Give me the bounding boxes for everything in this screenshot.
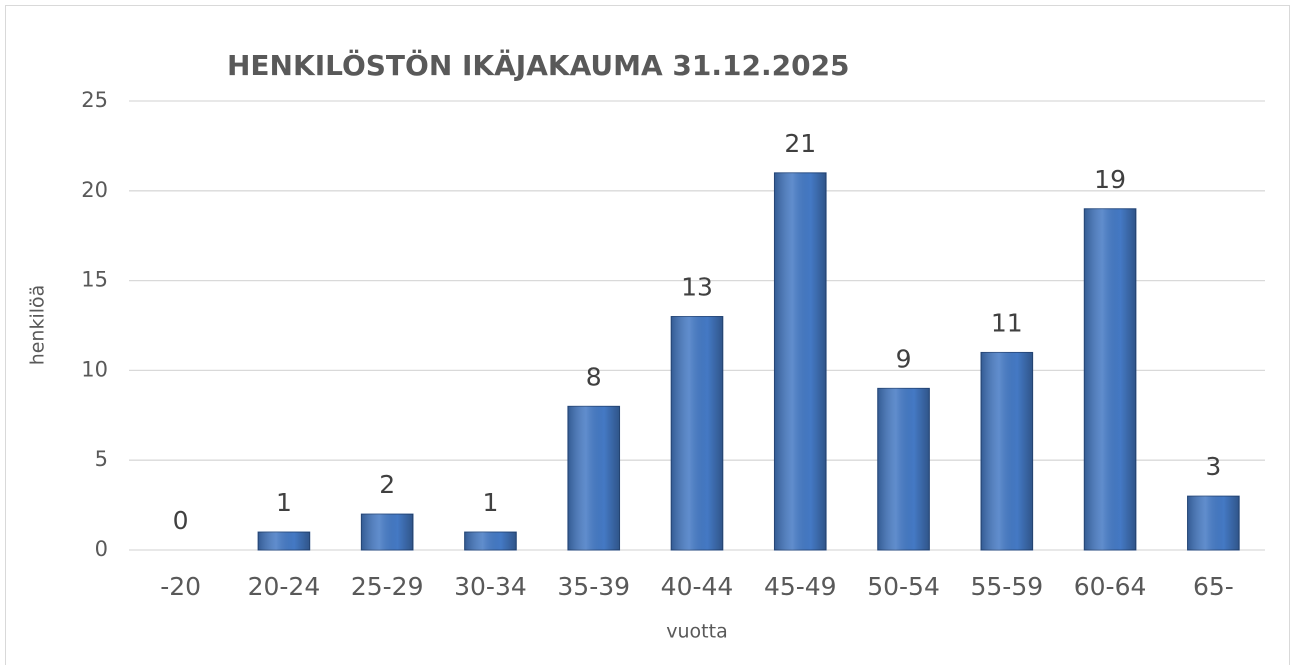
value-label: 13: [681, 273, 713, 302]
y-tick-label: 15: [81, 268, 108, 292]
x-tick-label: 60-64: [1074, 572, 1147, 601]
bar: [877, 387, 930, 551]
x-tick-label: 55-59: [970, 572, 1043, 601]
chart-border: [5, 5, 1290, 665]
chart-title: HENKILÖSTÖN IKÄJAKAUMA 31.12.2025: [227, 48, 850, 82]
bar: [980, 351, 1034, 551]
x-tick-label: 65-: [1193, 572, 1234, 601]
x-axis-label: vuotta: [666, 621, 727, 643]
bar: [567, 405, 621, 551]
x-tick-label: 40-44: [661, 572, 734, 601]
y-tick-label: 10: [81, 357, 108, 381]
value-label: 2: [379, 470, 395, 499]
bar: [1187, 495, 1240, 551]
x-tick-label: 30-34: [454, 572, 527, 601]
y-tick-label: 0: [95, 537, 108, 561]
bar: [670, 316, 724, 551]
value-label: 19: [1094, 165, 1126, 194]
value-label: 1: [276, 488, 292, 517]
x-tick-label: 25-29: [351, 572, 424, 601]
bar: [1083, 208, 1137, 551]
x-tick-label: 20-24: [248, 572, 321, 601]
bar: [464, 531, 517, 551]
value-label: 21: [784, 129, 816, 158]
value-label: 3: [1205, 452, 1221, 481]
x-tick-label: -20: [160, 572, 201, 601]
value-label: 0: [173, 506, 189, 535]
bar: [360, 513, 414, 551]
y-tick-label: 5: [95, 447, 108, 471]
x-tick-label: 35-39: [557, 572, 630, 601]
y-axis-label: henkilöä: [27, 285, 49, 366]
value-label: 1: [483, 488, 499, 517]
value-label: 9: [896, 344, 912, 373]
x-tick-label: 50-54: [867, 572, 940, 601]
value-label: 8: [586, 362, 602, 391]
y-tick-label: 25: [81, 88, 108, 112]
bar: [257, 531, 311, 551]
value-label: 11: [991, 308, 1023, 337]
x-tick-label: 45-49: [764, 572, 837, 601]
bar: [773, 172, 827, 551]
y-tick-label: 20: [81, 178, 108, 202]
